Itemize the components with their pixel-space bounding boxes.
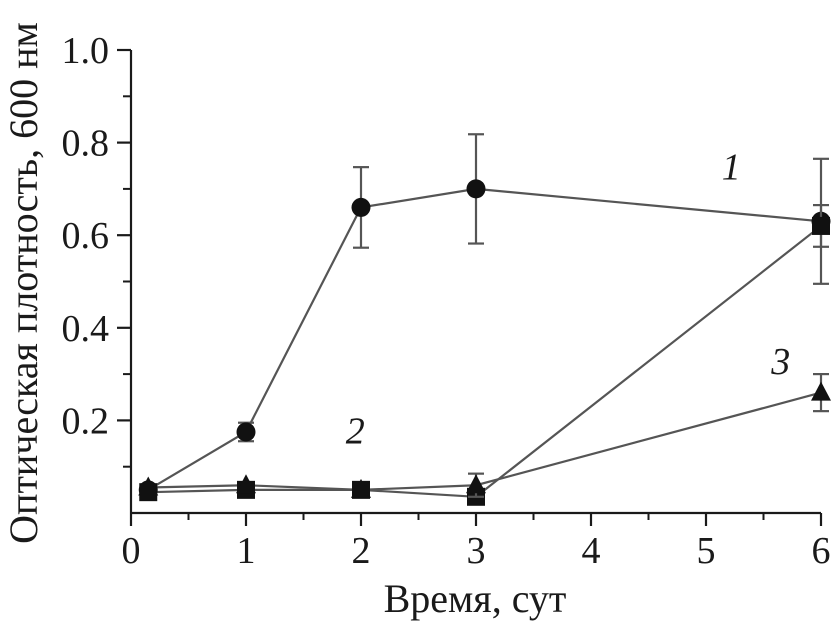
series-3-label: 3: [770, 341, 790, 383]
data-point: [466, 179, 486, 199]
series-3-points: [138, 373, 831, 498]
series-2-points: [139, 204, 830, 506]
series-2-label: 2: [346, 411, 365, 453]
x-tick-label: 5: [697, 530, 716, 572]
x-axis-label: Время, сут: [384, 576, 567, 621]
x-tick-label: 4: [582, 530, 601, 572]
series-2-line-group: [148, 225, 822, 498]
y-tick-label: 0.6: [62, 215, 110, 257]
series-layer: 1 2 3: [138, 133, 831, 506]
data-point: [351, 478, 371, 498]
x-tick-label: 1: [237, 530, 256, 572]
y-axis-label: Оптическая плотность, 600 нм: [1, 22, 46, 544]
data-point: [138, 476, 159, 496]
x-tick-label: 2: [352, 530, 371, 572]
series-1-line: [147, 187, 822, 491]
data-point: [466, 474, 486, 494]
series-2-line: [148, 225, 822, 498]
y-tick-label: 0.4: [62, 308, 110, 350]
data-point: [236, 422, 256, 442]
series-1-label: 1: [722, 147, 741, 189]
y-tick-label: 0.8: [62, 123, 110, 165]
y-tick-label: 1.0: [62, 30, 110, 72]
x-tick-label: 6: [812, 530, 831, 572]
series-1-points: [138, 133, 831, 500]
data-point: [236, 474, 256, 494]
data-point: [811, 381, 831, 401]
x-tick-label: 3: [467, 530, 486, 572]
x-tick-label: 0: [122, 530, 141, 572]
y-tick-label: 0.2: [62, 400, 110, 442]
series-1-line-group: [147, 187, 822, 491]
axes: 0 1 2 3 4 5 6 0.2 0.4 0.6 0.8 1.0: [62, 30, 831, 572]
data-point: [351, 197, 371, 217]
data-point: [812, 216, 830, 235]
